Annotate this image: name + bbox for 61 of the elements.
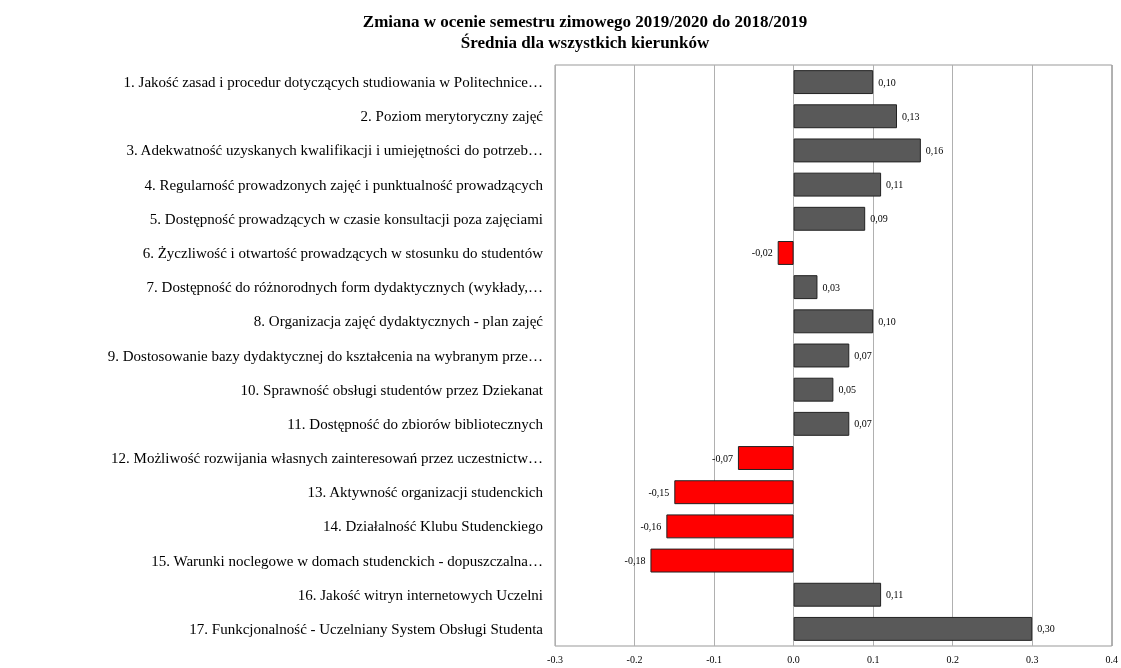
y-tick-label: 16. Jakość witryn internetowych Uczelni [297, 586, 543, 603]
bar [793, 616, 1033, 641]
y-tick-label: 10. Sprawność obsługi studentów przez Dziekanat [240, 381, 544, 398]
bar [793, 309, 874, 334]
x-tick-label: -0.1 [706, 653, 722, 665]
y-tick-label: 12. Możliwość rozwijania własnych zainteresowań przez uczestnictw… [111, 450, 543, 467]
bar [793, 582, 882, 607]
bar [793, 172, 882, 197]
bar [793, 411, 850, 436]
bar [793, 138, 921, 163]
data-label: 0,05 [838, 384, 856, 396]
y-tick-label: 8. Organizacja zajęć dydaktycznych - plan zajęć [253, 313, 544, 330]
x-tick-label: 0.2 [946, 653, 959, 665]
data-label: 0,11 [886, 179, 904, 191]
data-label: 0,03 [822, 281, 840, 293]
data-label: 0,10 [878, 315, 896, 327]
data-label: 0,07 [854, 350, 872, 361]
y-tick-label: 1. Jakość zasad i procedur dotyczących studiowania w Politechnice… [123, 74, 543, 91]
x-tick-label: 0.3 [1025, 653, 1039, 665]
y-tick-label: 9. Dostosowanie bazy dydaktycznej do kształcenia na wybranym prze… [107, 347, 543, 364]
data-label: -0,15 [648, 486, 670, 498]
data-label: 0,16 [925, 144, 944, 156]
y-tick-label: 15. Warunki noclegowe w domach studenckich - dopuszczalna… [151, 552, 543, 569]
y-tick-label: 3. Adekwatność uzyskanych kwalifikacji i umiejętności do potrzeb… [126, 142, 543, 159]
y-tick-label: 4. Regularność prowadzonych zajęć i punktualność prowadzących [144, 176, 544, 193]
bar [793, 104, 897, 129]
data-label: -0,16 [640, 520, 662, 532]
data-label: 0,07 [854, 418, 872, 430]
bar [793, 206, 866, 231]
data-label: 0,09 [870, 213, 888, 225]
x-tick-label: -0.3 [547, 653, 563, 665]
bar [793, 70, 874, 95]
data-label: 0,10 [878, 76, 896, 88]
bar [777, 241, 794, 265]
y-tick-label: 13. Aktywność organizacji studenckich [307, 484, 544, 501]
y-tick-label: 2. Poziom merytoryczny zajęć [360, 108, 544, 125]
y-tick-label: 11. Dostępność do zbiorów bibliotecznych [287, 415, 544, 432]
y-tick-label: 6. Życzliwość i otwartość prowadzących w stosunku do studentów [142, 244, 544, 261]
bar [674, 480, 794, 505]
bar [650, 548, 794, 573]
data-label: 0,30 [1037, 623, 1055, 635]
bar [737, 446, 794, 470]
data-label: -0,07 [712, 452, 733, 464]
x-tick-label: 0.1 [866, 653, 880, 665]
data-label: -0,02 [751, 247, 773, 259]
bar [793, 343, 850, 368]
chart-title: Zmiana w ocenie semestru zimowego 2019/2020 do 2018/2019 [362, 12, 808, 31]
x-tick-label: 0.0 [787, 653, 800, 665]
bar [793, 377, 834, 402]
data-label: -0,18 [624, 555, 646, 567]
y-tick-label: 14. Działalność Klubu Studenckiego [323, 518, 543, 535]
x-tick-label: -0.2 [626, 653, 643, 665]
data-label: 0,13 [902, 110, 920, 122]
bar [793, 275, 818, 300]
x-tick-label: 0.4 [1105, 653, 1118, 665]
data-label: 0,11 [886, 589, 904, 601]
y-tick-label: 7. Dostępność do różnorodnych form dydaktycznych (wykłady,… [146, 279, 543, 297]
chart-subtitle: Średnia dla wszystkich kierunków [460, 33, 711, 52]
y-tick-label: 17. Funkcjonalność - Uczelniany System Obsługi Studenta [189, 620, 544, 637]
y-tick-label: 5. Dostępność prowadzących w czasie konsultacji poza zajęciami [149, 210, 543, 227]
bar [666, 514, 794, 539]
